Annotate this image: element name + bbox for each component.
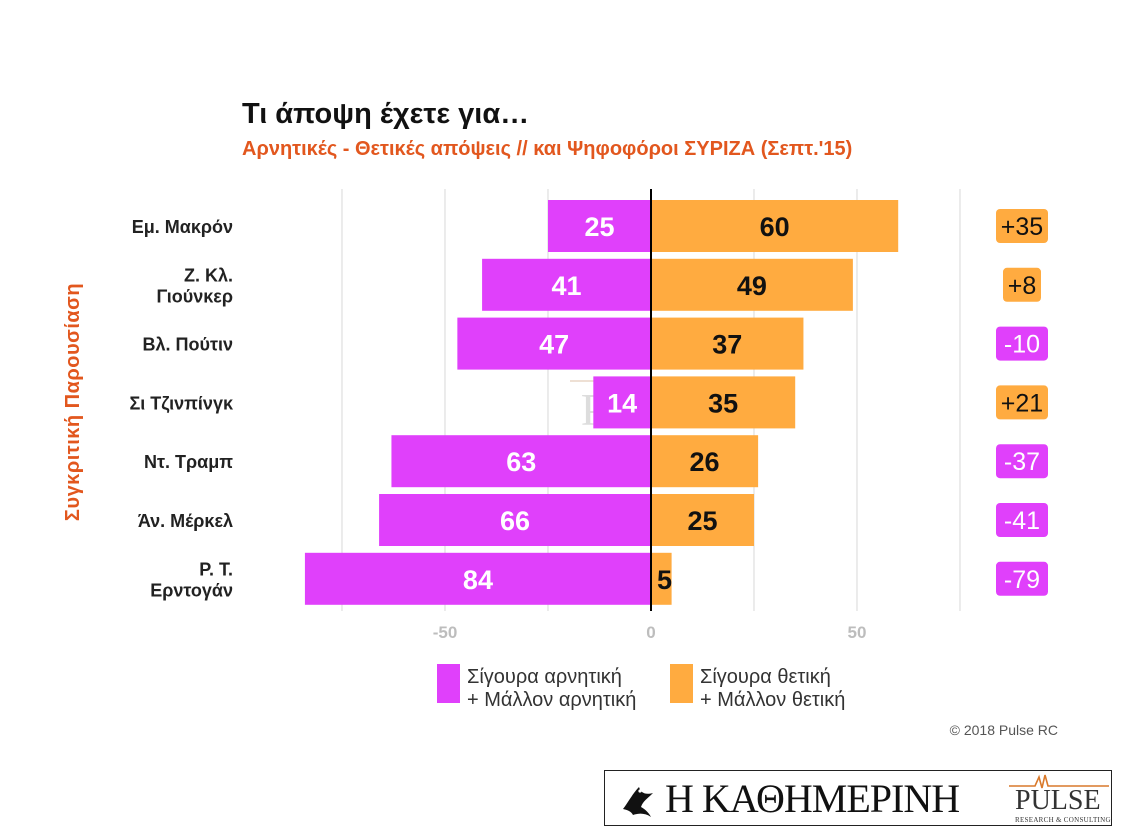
category-label: Ερντογάν <box>150 580 233 600</box>
category-label: Ντ. Τραμπ <box>144 452 233 472</box>
bar-label-positive: 35 <box>708 388 738 418</box>
category-label: Βλ. Πούτιν <box>142 335 233 355</box>
net-value: +8 <box>1008 272 1037 300</box>
y-axis-title: Συγκριτική Παρουσίαση <box>62 283 84 521</box>
bar-positive <box>651 494 754 546</box>
bar-positive <box>651 376 796 429</box>
legend-label: Σίγουρα θετική <box>700 666 831 688</box>
bar-positive <box>651 435 759 488</box>
net-value: -79 <box>1004 566 1040 594</box>
bar-negative <box>391 435 651 488</box>
net-badge <box>996 561 1048 596</box>
bar-label-negative: 63 <box>506 447 536 477</box>
chart-title: Τι άποψη έχετε για… <box>242 98 530 130</box>
net-value: -41 <box>1004 507 1040 535</box>
bar-positive <box>651 258 853 311</box>
net-value: -10 <box>1004 331 1040 359</box>
bar-negative <box>379 494 651 546</box>
net-badge <box>996 385 1048 420</box>
pulse-wave-icon <box>1009 774 1109 789</box>
category-label: Ρ. Τ. <box>199 559 233 579</box>
pulse-logo-text: PULSE <box>1015 785 1101 816</box>
legend-label: + Μάλλον θετική <box>700 689 845 711</box>
bar-positive <box>651 317 804 370</box>
category-label: Ζ. Κλ. <box>184 265 233 285</box>
bar-label-positive: 26 <box>690 447 720 477</box>
bar-negative <box>482 258 651 311</box>
bar-negative <box>593 376 651 429</box>
bar-label-positive: 60 <box>760 212 790 242</box>
newspaper-name: Η ΚΑΘΗΜΕΡΙΝΗ <box>665 776 960 821</box>
bar-negative <box>304 552 651 605</box>
bar-negative <box>548 200 651 252</box>
bar-label-positive: 49 <box>737 271 767 301</box>
category-label: Εμ. Μακρόν <box>132 217 233 237</box>
net-badge <box>996 444 1048 479</box>
bar-label-positive: 37 <box>712 330 742 360</box>
bar-label-negative: 41 <box>552 271 582 301</box>
x-tick-label: 50 <box>848 623 867 642</box>
net-badge <box>996 503 1048 537</box>
bar-label-positive: 25 <box>687 506 717 536</box>
bar-positive <box>651 552 672 605</box>
legend-label: + Μάλλον αρνητική <box>467 689 636 711</box>
category-label: Σι Τζινπίνγκ <box>129 393 233 414</box>
bar-label-negative: 66 <box>500 506 530 536</box>
bar-label-positive: 5 <box>657 565 672 595</box>
brand-footer: Η ΚΑΘΗΜΕΡΙΝΗ PULSE RESEARCH & CONSULTING <box>604 770 1112 826</box>
net-badge <box>996 326 1048 361</box>
x-tick-label: 0 <box>646 623 655 642</box>
net-badge <box>1003 267 1041 302</box>
copyright: © 2018 Pulse RC <box>950 722 1058 738</box>
legend-label: Σίγουρα αρνητική <box>467 666 622 688</box>
pulse-logo: PULSE RESEARCH & CONSULTING <box>1009 773 1111 825</box>
bar-label-negative: 25 <box>584 212 614 242</box>
net-value: -37 <box>1004 448 1040 476</box>
bar-label-negative: 84 <box>463 565 493 595</box>
net-value: +21 <box>1001 389 1043 417</box>
bar-positive <box>651 200 899 252</box>
x-tick-label: -50 <box>433 623 458 642</box>
bar-label-negative: 14 <box>607 388 637 418</box>
bird-logo-icon <box>623 787 653 817</box>
bar-label-negative: 47 <box>539 330 569 360</box>
net-badge <box>996 209 1048 243</box>
net-value: +35 <box>1001 213 1043 241</box>
category-label: Άν. Μέρκελ <box>138 511 233 531</box>
legend-swatch <box>437 664 460 703</box>
pulse-logo-tagline: RESEARCH & CONSULTING <box>1015 816 1111 824</box>
category-label: Γιούνκερ <box>157 286 233 306</box>
bar-negative <box>457 317 651 370</box>
legend-swatch <box>670 664 693 703</box>
chart-subtitle: Αρνητικές - Θετικές απόψεις // και Ψηφοφ… <box>242 138 853 160</box>
